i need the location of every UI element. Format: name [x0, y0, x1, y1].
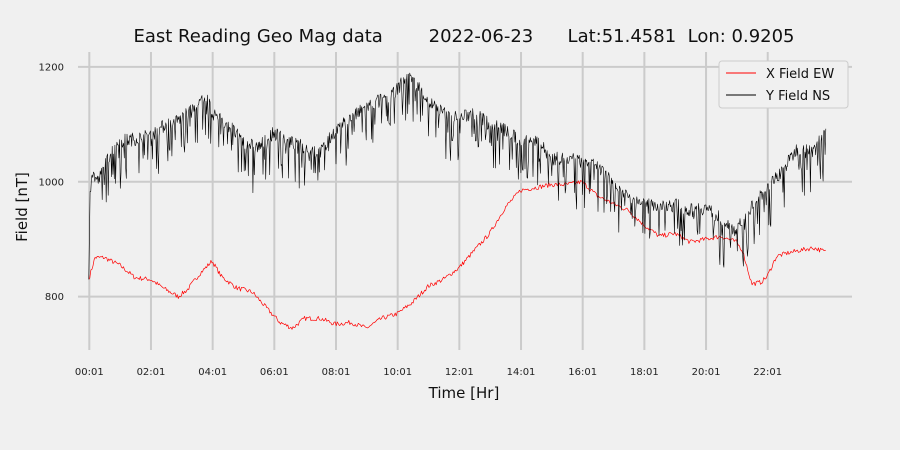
x-tick-label: 08:01	[322, 367, 351, 378]
series-lines	[88, 72, 827, 330]
chart-title: East Reading Geo Mag data 2022-06-23 Lat…	[133, 26, 794, 47]
y-tick-label: 1200	[39, 62, 64, 73]
x-tick-label: 04:01	[198, 367, 227, 378]
x-tick-label: 16:01	[568, 367, 597, 378]
y-tick-labels: 800 1000 1200	[39, 62, 64, 303]
x-tick-label: 10:01	[383, 367, 412, 378]
x-tick-label: 22:01	[753, 367, 782, 378]
x-tick-labels: 00:01 02:01 04:01 06:01 08:01 10:01 12:01 14:01…	[75, 367, 782, 378]
y-axis-label: Field [nT]	[13, 172, 31, 242]
x-tick-label: 14:01	[507, 367, 536, 378]
y-tick-label: 800	[45, 292, 64, 303]
y-tick-label: 1000	[39, 177, 64, 188]
x-tick-label: 00:01	[75, 367, 104, 378]
series-line-y-field-ns	[88, 72, 827, 280]
x-tick-label: 06:01	[260, 367, 289, 378]
legend-label-y-field-ns: Y Field NS	[765, 89, 830, 104]
x-tick-label: 12:01	[445, 367, 474, 378]
legend-label-x-field-ew: X Field EW	[766, 67, 834, 82]
x-tick-label: 18:01	[630, 367, 659, 378]
x-axis-label: Time [Hr]	[428, 384, 500, 402]
series-line-x-field-ew	[88, 180, 826, 330]
legend: X Field EW Y Field NS	[718, 60, 849, 109]
x-tick-label: 20:01	[692, 367, 721, 378]
x-tick-label: 02:01	[137, 367, 166, 378]
